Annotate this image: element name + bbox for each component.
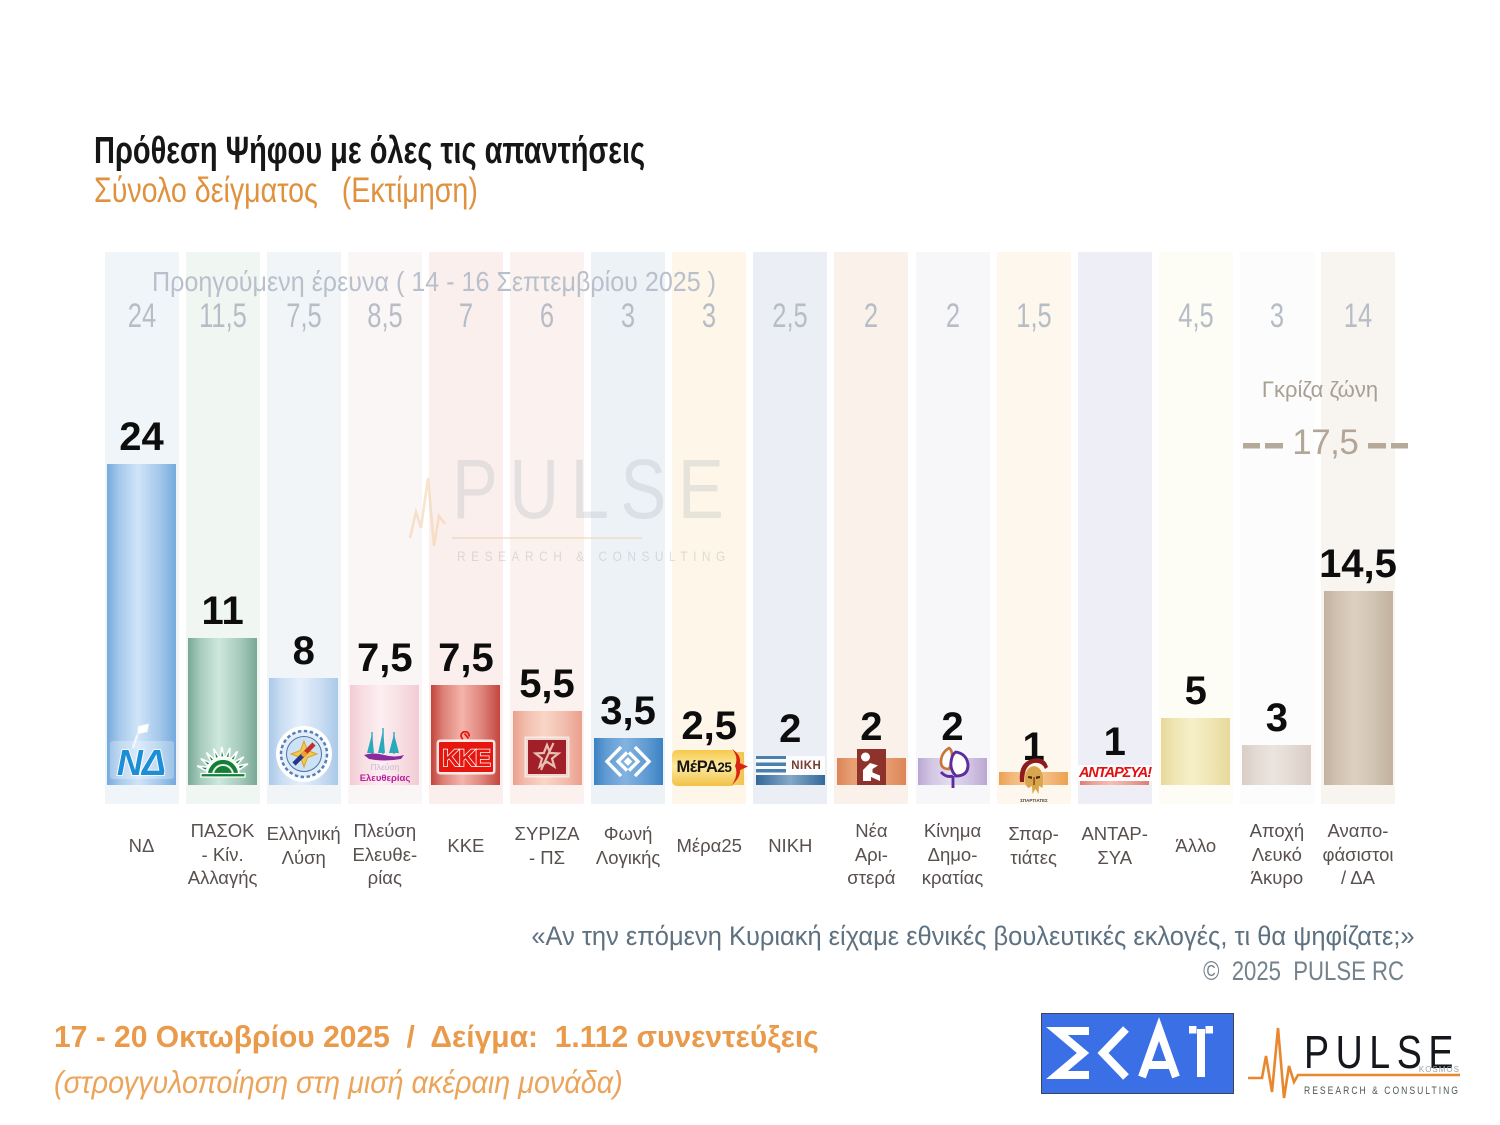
svg-text:RESEARCH & CONSULTING: RESEARCH & CONSULTING [1304,1085,1460,1097]
svg-text:ΚΚΕ: ΚΚΕ [442,745,491,772]
svg-text:PULSE: PULSE [1304,1026,1460,1078]
svg-text:ΝΔ: ΝΔ [117,742,165,782]
svg-text:Πλεύση: Πλεύση [371,762,400,772]
svg-text:ΣΠΑΡΤΙΑΤΕΣ: ΣΠΑΡΤΙΑΤΕΣ [1020,798,1048,803]
svg-text:KOSMOS: KOSMOS [1419,1065,1460,1074]
svg-text:Ελευθερίας: Ελευθερίας [360,773,411,784]
